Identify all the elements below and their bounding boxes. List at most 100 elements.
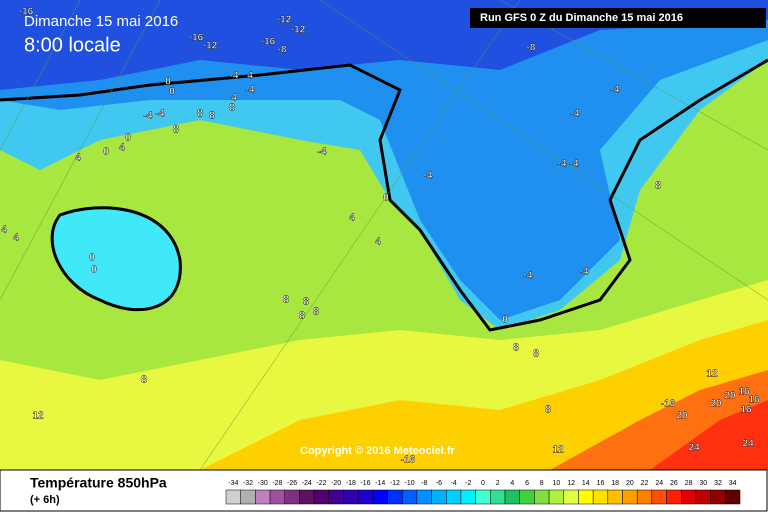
scale-swatch	[269, 489, 285, 505]
scale-swatch	[548, 489, 565, 505]
scale-swatch	[328, 489, 344, 505]
footer-step: (+ 6h)	[30, 494, 60, 506]
scale-label: -18	[346, 480, 356, 487]
scale-swatch	[563, 489, 579, 505]
scale-label: -2	[465, 480, 471, 487]
isotherm-label: 8	[313, 307, 319, 318]
scale-label: 22	[641, 480, 649, 487]
scale-label: 14	[582, 480, 590, 487]
scale-label: 26	[670, 480, 678, 487]
scale-label: -22	[316, 480, 326, 487]
footer-title: Température 850hPa	[30, 475, 167, 491]
scale-swatch	[431, 489, 447, 505]
isotherm-label: -4	[558, 159, 567, 170]
scale-label: -20	[331, 480, 341, 487]
copyright: Copyright © 2016 Meteociel.fr	[300, 445, 456, 457]
isotherm-label: 8	[141, 375, 147, 386]
scale-swatch	[651, 489, 667, 505]
scale-swatch	[622, 489, 638, 505]
date: Dimanche 15 mai 2016	[24, 13, 178, 30]
scale-label: 16	[597, 480, 605, 487]
scale-swatch	[666, 489, 682, 505]
scale-swatch	[636, 489, 653, 505]
isotherm-label: 0	[125, 133, 131, 144]
isotherm-label: 12	[32, 411, 44, 422]
scale-label: -16	[360, 480, 370, 487]
isotherm-label: 0	[103, 147, 109, 158]
isotherm-label: 20	[724, 391, 736, 402]
isotherm-label: -4	[144, 111, 153, 122]
scale-label: 34	[729, 480, 737, 487]
scale-label: 20	[626, 480, 634, 487]
isotherm-label: 4	[349, 213, 355, 224]
isotherm-label: -4	[580, 267, 589, 278]
isotherm-label: 8	[533, 349, 539, 360]
isotherm-label: -8	[278, 45, 287, 56]
run-label: Run GFS 0 Z du Dimanche 15 mai 2016	[480, 12, 683, 24]
isotherm-label: 0	[89, 253, 95, 264]
scale-label: -34	[228, 480, 238, 487]
isotherm-label: 16	[748, 395, 760, 406]
scale-swatch	[299, 489, 315, 505]
scale-label: 30	[699, 480, 707, 487]
isotherm-label: -12	[277, 15, 292, 26]
scale-label: 4	[510, 480, 514, 487]
isotherm-label: 0	[502, 315, 508, 326]
isotherm-label: -12	[291, 25, 306, 36]
isotherm-label: 24	[688, 443, 700, 454]
zero-isotherm	[0, 58, 768, 332]
scale-swatch	[475, 489, 491, 505]
scale-label: -10	[405, 480, 415, 487]
scale-label: -24	[302, 480, 312, 487]
isotherm-label: -16	[189, 33, 204, 44]
isotherm-label: 8	[209, 111, 215, 122]
scale-swatch	[343, 489, 359, 505]
isotherm-label: -4	[318, 147, 327, 158]
isotherm-label: 4	[75, 153, 81, 164]
scale-swatch	[416, 489, 432, 505]
scale-label: 12	[567, 480, 575, 487]
scale-swatch	[401, 489, 418, 505]
scale-label: 32	[714, 480, 722, 487]
isotherm-label: -12	[203, 41, 218, 52]
scale-swatch	[578, 489, 594, 505]
scale-swatch	[240, 489, 256, 505]
isotherm-label: -4	[611, 85, 620, 96]
scale-swatch	[534, 489, 550, 505]
scale-label: -30	[258, 480, 268, 487]
scale-swatch	[490, 489, 506, 505]
isotherm-label: 8	[655, 181, 661, 192]
isotherm-label: -4	[156, 109, 165, 120]
isotherm-label: 4	[375, 237, 381, 248]
isotherm-label: 16	[738, 387, 750, 398]
scale-swatch	[225, 489, 241, 505]
hottest-region	[650, 400, 768, 470]
scale-swatch	[607, 489, 623, 505]
isotherm-label: 0	[165, 77, 171, 88]
isotherm-label: 24	[742, 439, 754, 450]
scale-swatch	[446, 489, 462, 505]
scale-swatch	[504, 489, 520, 505]
isotherm-label: 12	[552, 445, 564, 456]
isotherm-label: 0	[91, 265, 97, 276]
isotherm-label: -4	[246, 85, 255, 96]
isotherm-label: -4	[424, 171, 433, 182]
scale-swatch	[725, 489, 741, 505]
scale-label: 2	[496, 480, 500, 487]
isotherm-label: 12	[706, 369, 718, 380]
isotherm-label: -16	[401, 455, 416, 466]
isotherm-label: 4	[231, 93, 237, 104]
run-box	[470, 8, 766, 28]
scale-swatch	[284, 489, 300, 505]
isotherm-label: 4	[1, 225, 7, 236]
isotherm-label: -16	[661, 399, 676, 410]
isotherm-label: 4	[119, 143, 125, 154]
isotherm-label: 0	[383, 193, 389, 204]
scale-label: 6	[525, 480, 529, 487]
scale-swatch	[519, 489, 535, 505]
scale-label: 10	[553, 480, 561, 487]
scale-label: -6	[436, 480, 442, 487]
isotherm-label: -16	[261, 37, 276, 48]
graticule	[0, 0, 768, 471]
scale-swatch	[695, 489, 711, 505]
